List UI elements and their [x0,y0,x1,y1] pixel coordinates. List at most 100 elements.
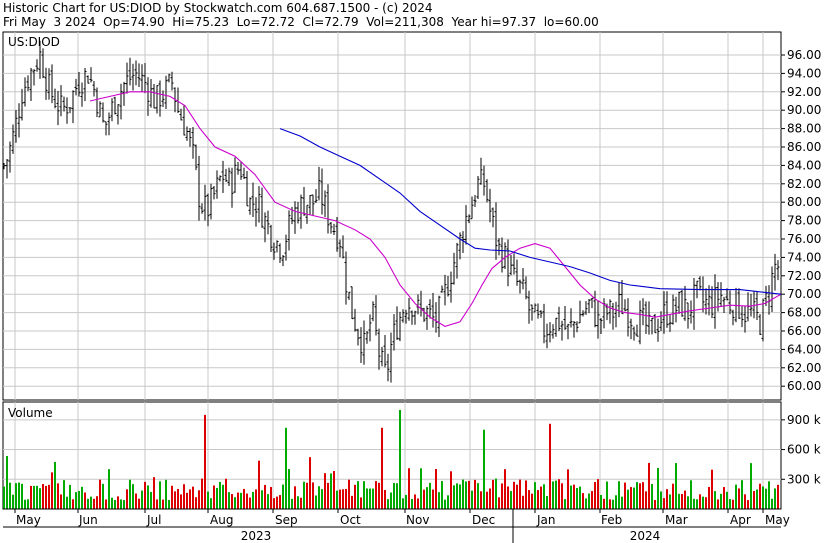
volume-bar [585,498,587,509]
volume-bar [306,482,308,509]
volume-bar [237,492,239,509]
month-label-may: May [765,513,790,527]
volume-bar [165,479,167,509]
price-tick-label: 82.00 [787,177,821,191]
volume-bar [60,494,62,509]
volume-bar [414,494,416,509]
volume-bar [663,498,665,509]
volume-bar [399,409,401,509]
volume-bar [36,485,38,509]
month-label-apr: Apr [730,513,751,527]
volume-bar [483,429,485,509]
volume-bar [222,484,224,509]
volume-bar [501,483,503,509]
price-tick-label: 76.00 [787,232,821,246]
volume-bar [390,492,392,509]
volume-bar [561,483,563,509]
volume-bar [513,481,515,509]
volume-bar [741,480,743,509]
volume-bar [75,492,77,509]
volume-bar [735,484,737,509]
volume-bar [681,494,683,509]
volume-bar [369,488,371,509]
volume-bar [744,494,746,509]
volume-bar [159,481,161,509]
volume-bar [351,495,353,509]
volume-bar [447,495,449,509]
volume-bar [771,498,773,509]
volume-bar [519,479,521,509]
volume-bar [690,480,692,509]
volume-bar [228,492,230,509]
volume-bar [573,484,575,509]
volume-bar [339,489,341,509]
volume-bar [507,486,509,509]
volume-tick-label: 300 k [787,472,821,486]
volume-bar [210,498,212,509]
volume-bar [732,499,734,509]
volume-bar [477,483,479,509]
volume-bar [768,481,770,509]
price-tick-label: 70.00 [787,287,821,301]
volume-bar [153,477,155,509]
volume-bar [564,499,566,509]
volume-bar [141,490,143,509]
volume-bar [444,499,446,509]
volume-bar [657,467,659,509]
volume-bar [429,482,431,509]
volume-bar [621,496,623,509]
volume-bar [345,489,347,509]
volume-bar [411,498,413,509]
month-label-nov: Nov [406,513,429,527]
price-tick-label: 64.00 [787,342,821,356]
volume-bar [273,498,275,509]
volume-bar [108,469,110,509]
volume-bar [126,489,128,509]
volume-bar [195,497,197,509]
price-tick-label: 94.00 [787,66,821,80]
volume-bar [258,460,260,509]
price-tick-label: 60.00 [787,379,821,393]
volume-bar [267,494,269,509]
volume-bar [240,492,242,509]
price-tick-label: 84.00 [787,158,821,172]
volume-bar [693,498,695,509]
volume-bar [597,479,599,509]
volume-bar [456,483,458,509]
volume-bar [342,489,344,509]
volume-bar [543,484,545,509]
price-tick-label: 80.00 [787,195,821,209]
volume-bar [609,499,611,509]
symbol-label: US:DIOD [8,35,60,49]
volume-bar [525,480,527,509]
volume-bar [303,481,305,509]
month-label-mar: Mar [665,513,688,527]
month-label-jun: Jun [78,513,98,527]
short-moving-average-line [89,91,782,327]
volume-bar [459,484,461,509]
volume-bar [648,462,650,509]
volume-bar [282,484,284,509]
volume-bar [636,482,638,509]
volume-bar [750,463,752,509]
volume-bar [354,484,356,509]
volume-bar [777,484,779,509]
volume-bar [678,493,680,509]
volume-bar [708,486,710,509]
volume-bar [366,488,368,509]
volume-bar [51,472,53,509]
volume-bar [117,496,119,509]
volume-bar [762,486,764,509]
volume-bar [567,469,569,509]
volume-bar [45,485,47,509]
volume-bar [402,498,404,509]
volume-bar [111,497,113,509]
volume-bar [231,494,233,509]
volume-bar [480,491,482,509]
volume-bar [633,487,635,509]
volume-bar [105,499,107,509]
volume-bar [198,490,200,509]
volume-bar [687,496,689,509]
volume-bar [27,499,29,509]
volume-bar [72,499,74,509]
